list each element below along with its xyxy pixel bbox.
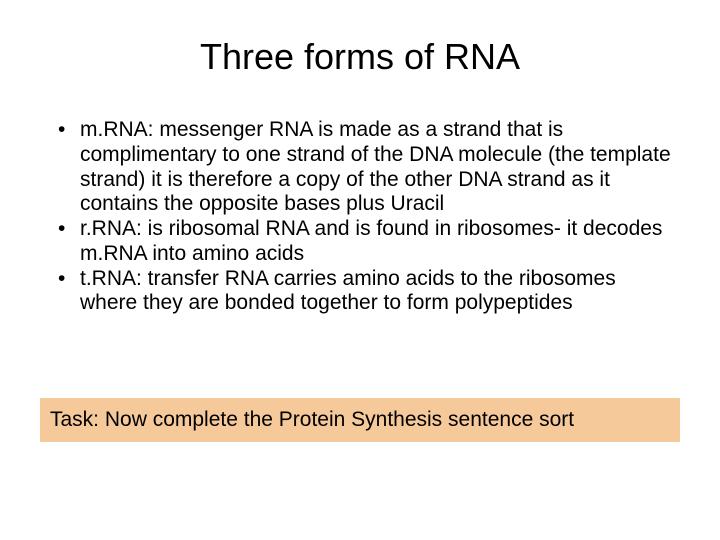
bullet-item: m.RNA: messenger RNA is made as a strand… <box>56 118 672 217</box>
slide-title: Three forms of RNA <box>40 36 680 78</box>
bullet-item: r.RNA: is ribosomal RNA and is found in … <box>56 217 672 267</box>
bullet-list: m.RNA: messenger RNA is made as a strand… <box>56 118 672 316</box>
bullet-item: t.RNA: transfer RNA carries amino acids … <box>56 267 672 317</box>
slide-container: Three forms of RNA m.RNA: messenger RNA … <box>0 0 720 540</box>
task-text: Task: Now complete the Protein Synthesis… <box>50 408 574 432</box>
task-box: Task: Now complete the Protein Synthesis… <box>40 398 680 442</box>
slide-content: m.RNA: messenger RNA is made as a strand… <box>40 118 680 316</box>
